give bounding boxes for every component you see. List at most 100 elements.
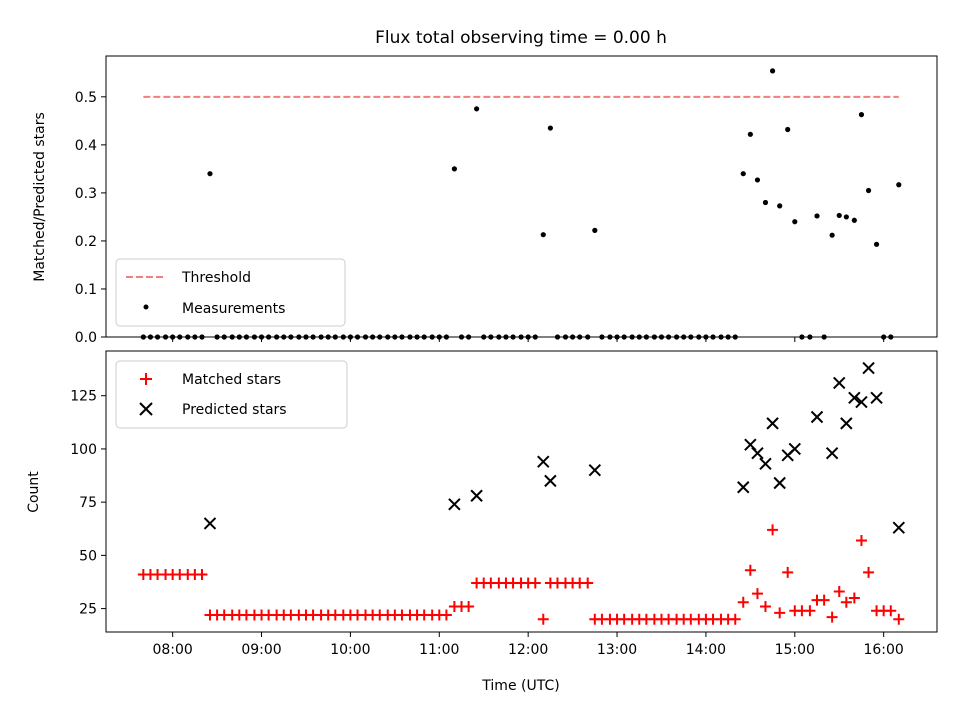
measurement-point [740, 171, 746, 177]
measurement-point [785, 126, 791, 133]
measurement-point [547, 125, 553, 131]
top-y-tick-label: 0.4 [75, 138, 97, 154]
predicted-star-point [825, 446, 839, 460]
matched-star-point [893, 613, 905, 625]
matched-star-point [751, 588, 763, 600]
bottom-y-tick-label: 75 [79, 495, 97, 511]
predicted-star-point [759, 457, 772, 471]
predicted-star-point [833, 376, 846, 390]
measurement-point [747, 131, 753, 137]
x-tick-label: 10:00 [330, 642, 370, 658]
bottom-panel: 25 50 75 100 125 08:00 09:00 10:00 11:00 12:00 13:… [26, 350, 938, 658]
predicted-star-point [870, 391, 883, 405]
measurement-point [762, 199, 769, 206]
top-y-tick-label: 0.5 [75, 90, 97, 106]
matched-star-point [826, 611, 838, 623]
bottom-plot-area: 25 50 75 100 125 08:00 09:00 10:00 11:00 12:00 13:… [70, 350, 938, 658]
matched-star-point [863, 566, 875, 578]
matched-star-point [885, 605, 897, 617]
matched-star-point [855, 534, 867, 546]
x-tick-label: 13:00 [597, 642, 637, 658]
bottom-y-axis-label: Count [26, 471, 42, 513]
measurement-point [474, 106, 480, 112]
predicted-star-point [788, 442, 802, 456]
top-legend-box [115, 258, 346, 327]
measurement-point [865, 187, 872, 194]
matched-star-point [582, 577, 594, 589]
measurement-point [836, 212, 842, 219]
matched-star-point [440, 609, 452, 621]
predicted-star-point [751, 446, 764, 460]
measurement-point [858, 112, 865, 118]
bottom-y-tick-label: 125 [70, 389, 97, 405]
x-tick-label: 12:00 [508, 642, 548, 658]
matched-legend-swatch [140, 373, 152, 385]
matched-star-point [840, 596, 852, 608]
chart-title: Flux total observing time = 0.00 h [375, 28, 667, 48]
measurement-point [754, 177, 761, 183]
measurement-point [829, 232, 835, 238]
matched-star-point [804, 605, 816, 617]
measurement-point [451, 166, 457, 172]
predicted-star-point [773, 476, 786, 490]
predicted-star-point [537, 455, 550, 468]
top-y-tick-label: 0.3 [75, 186, 97, 202]
top-y-axis-label: Matched/Predicted stars [32, 112, 48, 282]
predicted-star-point [470, 489, 483, 502]
bottom-legend: Matched stars Predicted stars [115, 360, 348, 429]
matched-star-point [744, 564, 756, 576]
predicted-star-point [544, 474, 557, 488]
measurement-point [843, 214, 849, 220]
predicted-star-point [203, 517, 217, 530]
matched-star-point [767, 524, 779, 536]
matched-star-point [529, 577, 541, 589]
measurement-point [792, 219, 798, 225]
top-y-tick-label: 0.1 [75, 282, 97, 298]
predicted-star-point [737, 481, 750, 494]
measurement-point [207, 171, 213, 177]
predicted-star-point [892, 521, 905, 534]
predicted-legend-swatch [139, 402, 153, 416]
x-tick-label: 15:00 [775, 642, 815, 658]
matched-star-point [537, 613, 549, 625]
bottom-y-tick-label: 100 [70, 442, 97, 458]
predicted-star-point [862, 361, 875, 375]
measurement-point [896, 182, 902, 188]
matched-star-point [848, 592, 860, 604]
measurement-point [851, 217, 857, 223]
measurement-point [769, 68, 776, 74]
matched-star-point [196, 569, 208, 581]
x-tick-label: 08:00 [152, 642, 192, 658]
x-axis-label: Time (UTC) [481, 678, 559, 694]
matched-legend-label: Matched stars [182, 372, 281, 388]
bottom-axes-frame [105, 350, 938, 633]
bottom-y-tick-label: 25 [79, 602, 97, 618]
x-tick-label: 11:00 [419, 642, 459, 658]
top-y-tick-label: 0.2 [75, 234, 97, 250]
predicted-star-point [448, 498, 461, 511]
bottom-y-tick-label: 50 [79, 548, 97, 564]
matched-star-point [737, 596, 749, 608]
top-panel: 0.0 0.1 0.2 0.3 0.4 0.5 Matched/Predicted sta… [32, 55, 938, 346]
matched-star-point [818, 594, 830, 606]
measurement-point [873, 241, 880, 247]
predicted-legend-label: Predicted stars [182, 402, 287, 418]
measurement-point [777, 203, 783, 209]
measurement-point [814, 213, 820, 219]
threshold-legend-label: Threshold [181, 270, 251, 286]
matched-star-point [759, 600, 771, 612]
predicted-star-point [855, 395, 868, 409]
x-tick-label: 14:00 [686, 642, 726, 658]
measurement-point [540, 232, 546, 238]
measurement-point [592, 227, 598, 233]
predicted-star-point [840, 417, 853, 430]
matched-star-point [729, 613, 741, 625]
bottom-legend-box [115, 360, 348, 429]
predicted-star-point [848, 391, 861, 405]
top-legend: Threshold Measurements [115, 258, 346, 327]
matched-star-point [463, 600, 475, 612]
matched-star-point [782, 566, 794, 578]
top-axes-frame [105, 55, 938, 338]
measurements-legend-label: Measurements [182, 301, 285, 317]
